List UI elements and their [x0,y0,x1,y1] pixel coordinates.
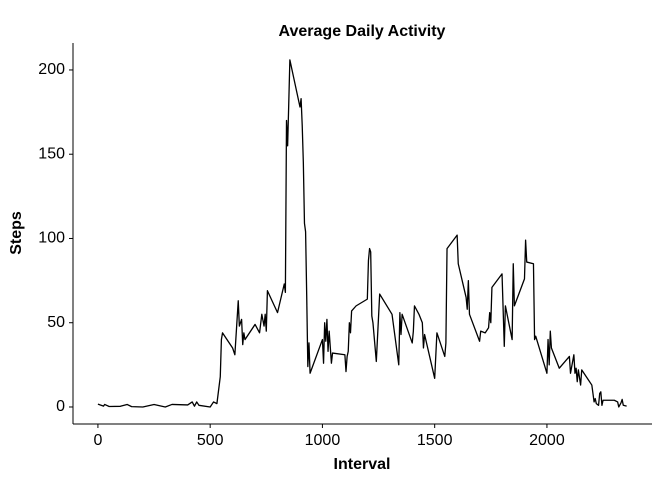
y-tick-label: 200 [38,61,65,78]
y-tick-label: 50 [47,314,65,331]
x-tick-label: 1000 [305,432,341,449]
chart-title: Average Daily Activity [279,23,446,40]
x-tick-label: 500 [197,432,224,449]
x-tick-label: 2000 [529,432,565,449]
y-tick-label: 0 [56,398,65,415]
x-axis-title: Interval [334,456,391,473]
y-tick-label: 150 [38,145,65,162]
data-line [97,59,627,408]
x-tick-label: 0 [93,432,102,449]
y-tick-label: 100 [38,230,65,247]
x-tick-label: 1500 [417,432,453,449]
y-axis-title: Steps [8,211,25,255]
